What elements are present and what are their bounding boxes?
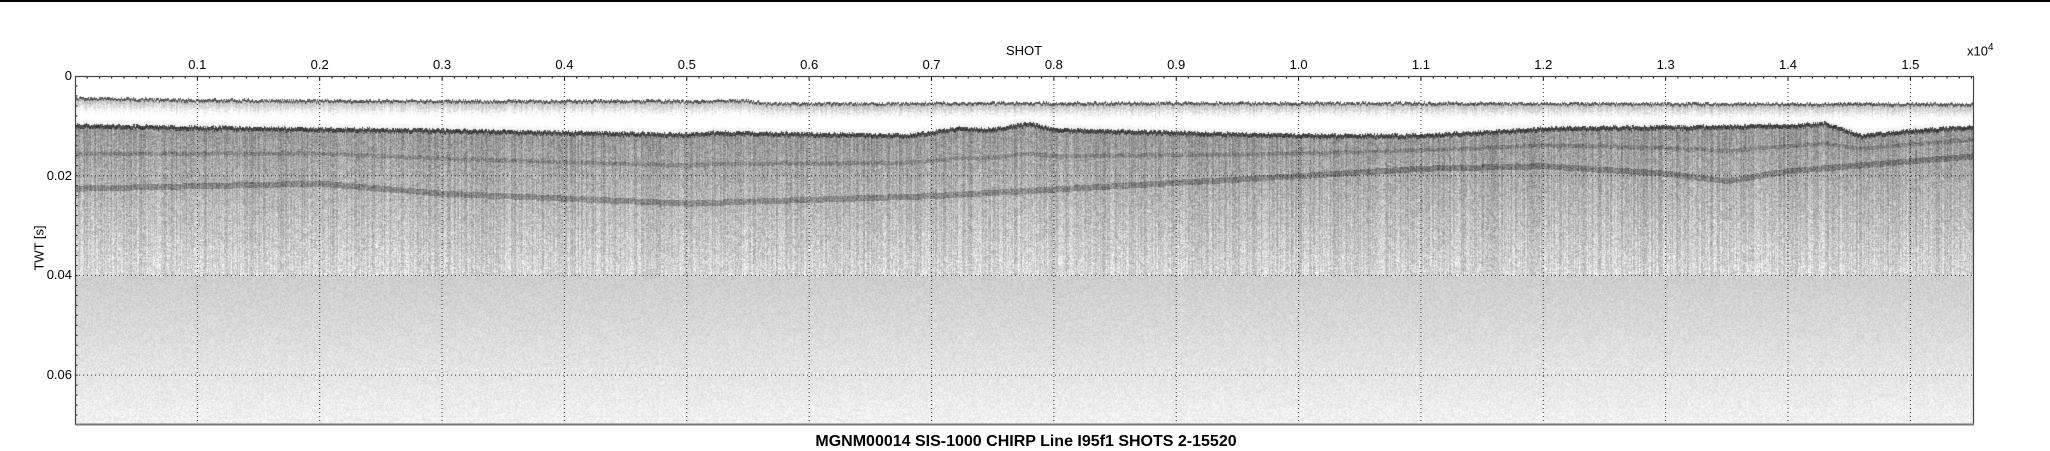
y-tick-label: 0.06	[46, 367, 72, 383]
plot-frame	[74, 75, 1975, 426]
x-tick-label: 1.3	[1656, 57, 1675, 72]
x-tick-label: 1.4	[1778, 57, 1798, 72]
x-tick-label: 1.0	[1289, 57, 1308, 72]
x-tick-label: 0.8	[1044, 57, 1063, 72]
x-tick-label: 1.5	[1901, 57, 1920, 72]
top-border-line	[0, 0, 2050, 2]
x-tick-label: 0.2	[310, 57, 329, 72]
x-exponent-power: 4	[1987, 42, 1994, 53]
y-tick-label: 0.04	[46, 267, 72, 283]
x-tick-label: 0.9	[1167, 57, 1186, 72]
x-tick-label: 0.4	[555, 57, 574, 72]
seismic-plot-area	[74, 75, 1975, 426]
x-tick-label: 1.2	[1534, 57, 1553, 72]
x-tick-label: 1.1	[1411, 57, 1430, 72]
x-tick-label: 0.5	[677, 57, 696, 72]
y-tick-label: 0.02	[46, 167, 72, 183]
x-axis-exponent: x104	[1967, 42, 1994, 58]
x-tick-label: 0.1	[188, 57, 207, 72]
x-tick-label: 0.6	[800, 57, 819, 72]
x-tick-label: 0.7	[922, 57, 941, 72]
chart-title: MGNM00014 SIS-1000 CHIRP Line I95f1 SHOT…	[815, 433, 1237, 450]
x-exponent-base: x10	[1967, 43, 1988, 59]
axes-overlay	[74, 75, 1975, 426]
y-tick-label: 0	[64, 68, 72, 83]
x-tick-label: 0.3	[433, 57, 452, 72]
y-axis-label: TWT [s]	[31, 225, 47, 271]
seismic-section-image	[75, 76, 1974, 425]
x-axis-label: SHOT	[1005, 43, 1043, 58]
